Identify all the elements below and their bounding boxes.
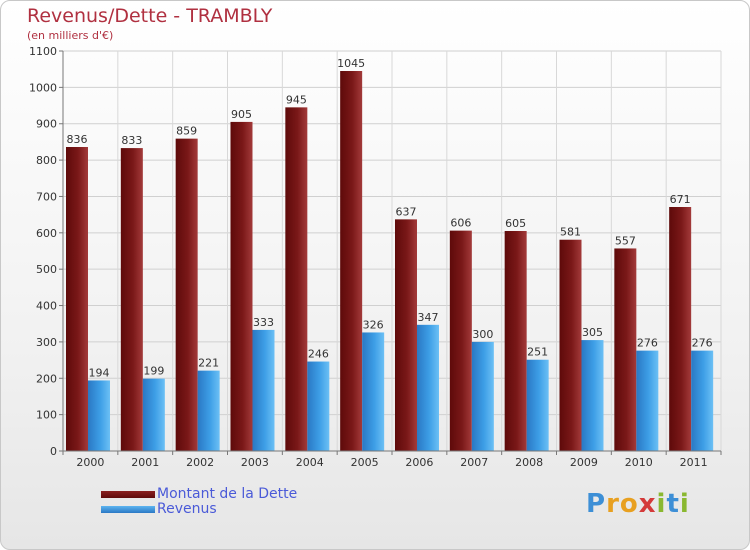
x-tick-label: 2007 (460, 456, 488, 469)
bar-debt (175, 138, 198, 452)
x-tick-label: 2011 (680, 456, 708, 469)
logo-letter: o (619, 489, 639, 519)
bar-debt (285, 107, 308, 451)
label-debt: 605 (505, 217, 526, 230)
axis-layer: 0 100 200 300 400 500 600 700 800 900 1000 1100 2000… (29, 45, 722, 469)
legend-label-revenus: Revenus (157, 501, 217, 517)
bar-revenus (691, 350, 714, 451)
bars-layer (66, 71, 714, 452)
label-debt: 581 (560, 226, 581, 239)
legend-item-revenus: Revenus (101, 502, 297, 517)
x-tick-label: 2003 (241, 456, 269, 469)
y-tick-label: 900 (36, 118, 57, 131)
bar-revenus (526, 359, 549, 451)
bar-revenus (636, 350, 659, 451)
logo-letter: t (666, 489, 680, 519)
bar-debt (395, 219, 417, 451)
y-tick-label: 700 (36, 190, 57, 203)
bar-revenus (88, 380, 110, 451)
y-tick-label: 1100 (29, 45, 57, 58)
label-revenus: 347 (418, 311, 439, 324)
proxiti-logo: Proxiti (586, 489, 690, 519)
logo-letter: r (606, 489, 620, 519)
x-tick-label: 2000 (76, 456, 104, 469)
label-debt: 1045 (337, 57, 365, 70)
label-revenus: 300 (472, 328, 493, 341)
label-debt: 945 (286, 93, 307, 106)
bar-revenus (362, 332, 385, 451)
bar-debt (614, 248, 637, 451)
label-revenus: 276 (692, 337, 713, 350)
label-debt: 637 (396, 205, 417, 218)
x-tick-label: 2009 (570, 456, 598, 469)
bar-revenus (252, 329, 275, 451)
chart-title: Revenus/Dette - TRAMBLY (27, 5, 273, 27)
bar-debt (66, 147, 88, 451)
label-revenus: 194 (89, 366, 110, 379)
y-tick-label: 0 (50, 445, 57, 458)
logo-letter: x (638, 489, 657, 519)
legend-label-debt: Montant de la Dette (157, 486, 298, 502)
label-debt: 836 (67, 133, 88, 146)
bar-revenus (417, 324, 439, 451)
y-tick-label: 500 (36, 263, 57, 276)
y-tick-label: 300 (36, 336, 57, 349)
bar-debt (504, 231, 527, 451)
bar-debt (669, 207, 692, 451)
bar-revenus (581, 340, 604, 451)
label-revenus: 246 (308, 348, 329, 361)
bar-debt (120, 148, 143, 451)
legend-item-debt: Montant de la Dette (101, 487, 297, 502)
label-debt: 557 (615, 234, 636, 247)
bar-debt (340, 71, 363, 451)
x-tick-label: 2010 (625, 456, 653, 469)
label-revenus: 305 (582, 326, 603, 339)
legend-swatch-revenus (101, 506, 155, 513)
x-tick-label: 2008 (515, 456, 543, 469)
bar-revenus (142, 378, 165, 451)
bar-debt (559, 239, 582, 451)
bar-debt (449, 230, 472, 451)
bar-revenus (197, 370, 220, 451)
bar-revenus (471, 341, 494, 451)
y-tick-label: 600 (36, 227, 57, 240)
x-tick-label: 2004 (296, 456, 324, 469)
x-tick-label: 2006 (405, 456, 433, 469)
bar-debt (230, 121, 253, 451)
x-tick-label: 2002 (186, 456, 214, 469)
logo-letter: i (656, 489, 667, 519)
label-debt: 606 (450, 217, 471, 230)
y-tick-label: 200 (36, 372, 57, 385)
label-revenus: 276 (637, 337, 658, 350)
y-tick-label: 800 (36, 154, 57, 167)
y-tick-label: 400 (36, 300, 57, 313)
legend: Montant de la Dette Revenus (101, 487, 297, 517)
labels-layer: 836 194 833 199 859 221 905 333 945 246 1045 326 637… (67, 57, 713, 379)
legend-swatch-debt (101, 491, 155, 498)
label-revenus: 199 (143, 365, 164, 378)
x-tick-label: 2005 (351, 456, 379, 469)
label-revenus: 326 (363, 318, 384, 331)
y-tick-label: 1000 (29, 81, 57, 94)
label-debt: 859 (176, 125, 197, 138)
label-debt: 905 (231, 108, 252, 121)
y-tick-label: 100 (36, 409, 57, 422)
label-revenus: 251 (527, 346, 548, 359)
label-revenus: 333 (253, 316, 274, 329)
label-debt: 833 (121, 134, 142, 147)
bar-revenus (307, 361, 330, 451)
x-tick-label: 2001 (131, 456, 159, 469)
grid-layer (62, 50, 722, 452)
chart-subtitle: (en milliers d'€) (27, 29, 114, 42)
label-revenus: 221 (198, 357, 219, 370)
logo-letter: i (679, 489, 690, 519)
label-debt: 671 (670, 193, 691, 206)
logo-letter: P (586, 489, 607, 519)
